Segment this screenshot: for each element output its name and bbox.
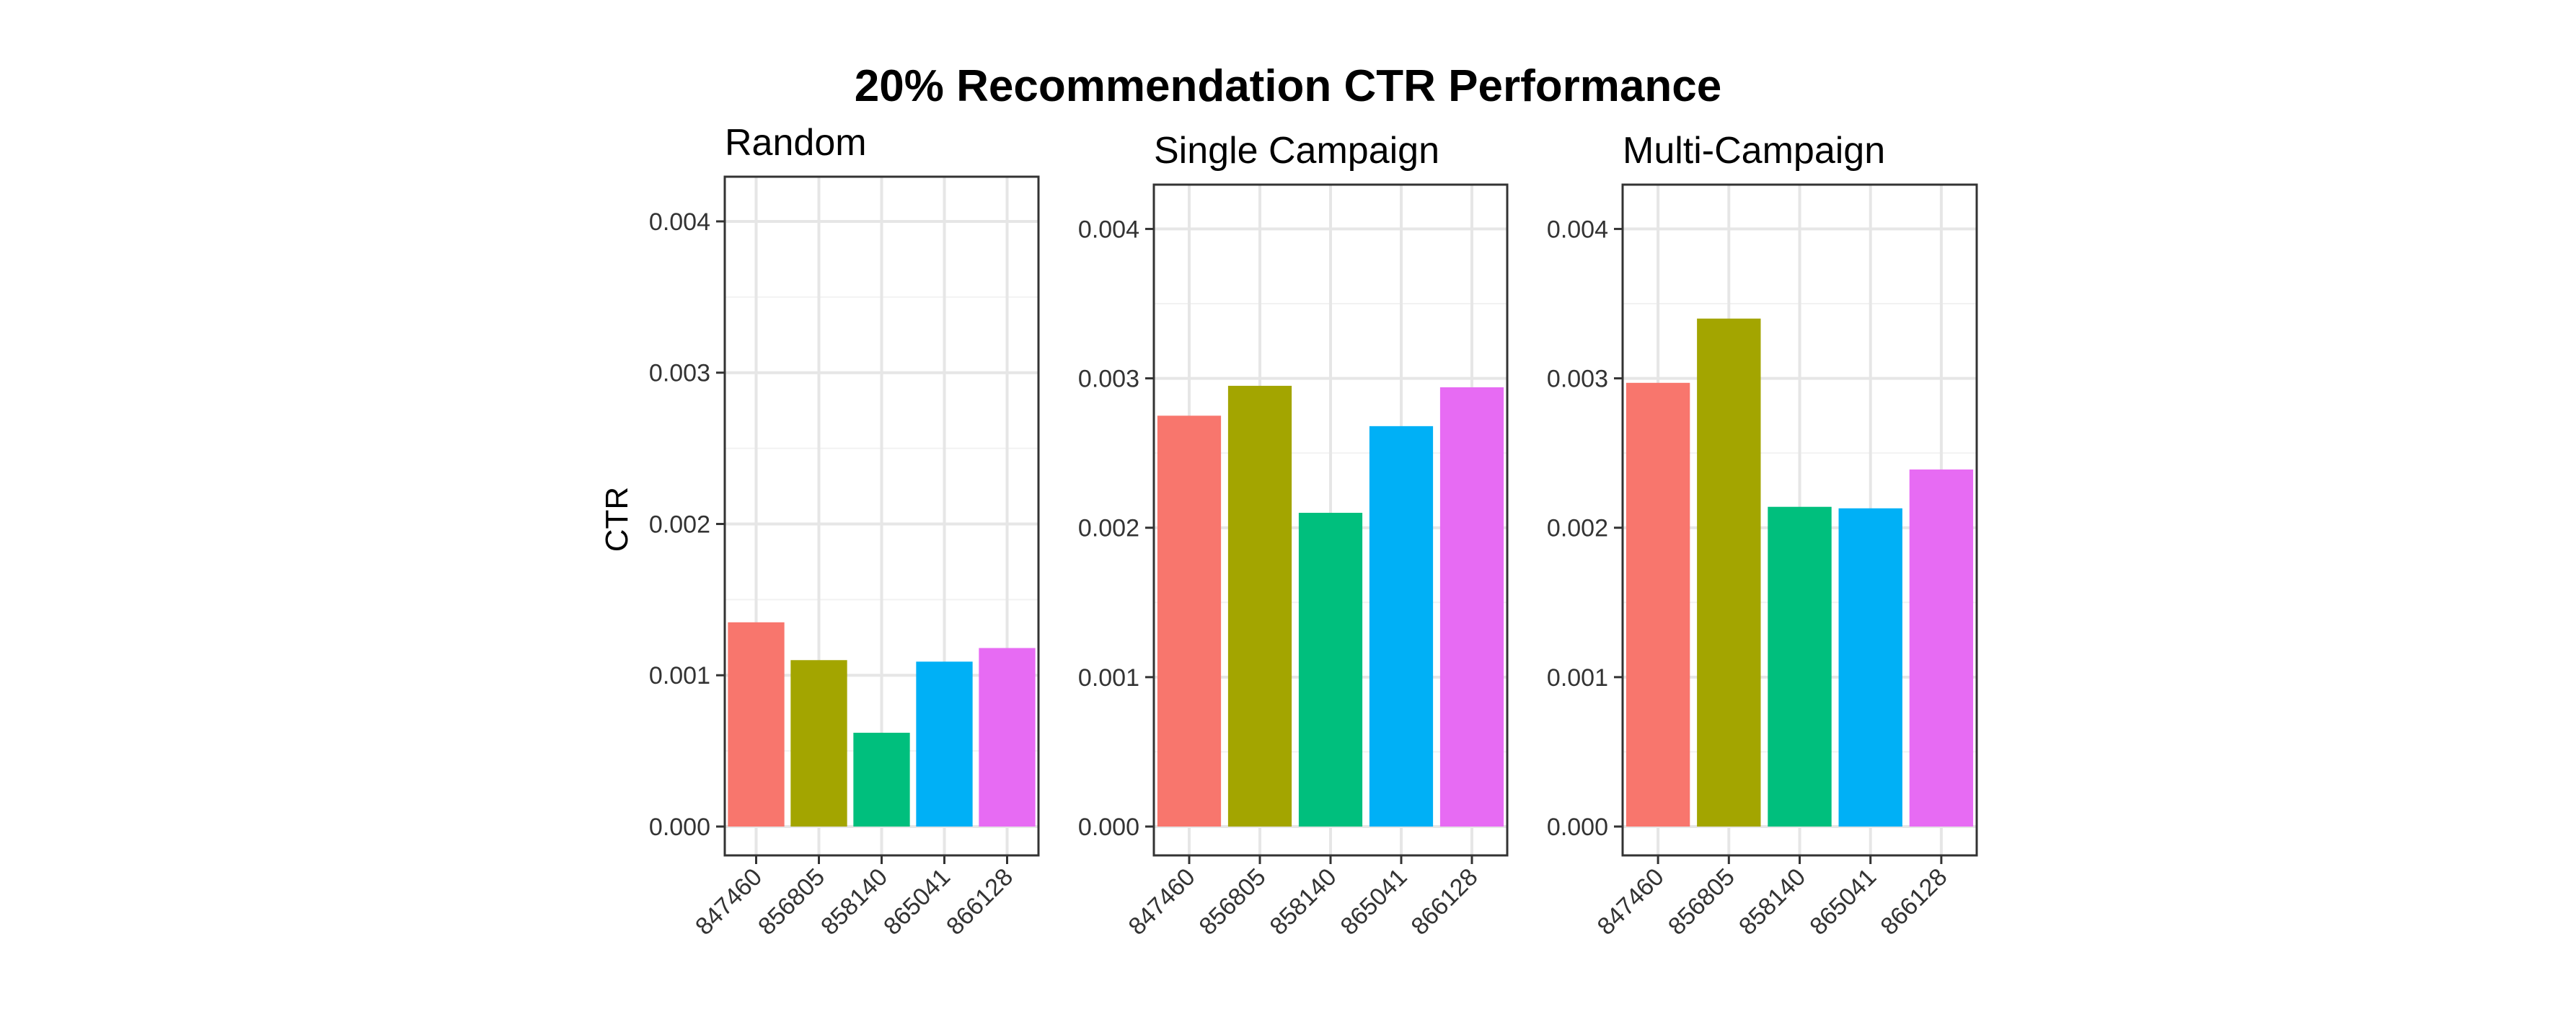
bar-866128 — [1439, 387, 1504, 827]
y-axis-title: CTR — [599, 487, 635, 552]
bar-858140 — [1298, 513, 1363, 827]
bar-847460 — [1157, 415, 1222, 827]
x-tick-label: 866128 — [1875, 863, 1952, 940]
x-tick-label: 847460 — [690, 863, 767, 940]
y-tick-label: 0.000 — [1547, 814, 1608, 841]
bar-858140 — [853, 732, 910, 827]
y-tick-label: 0.004 — [1547, 216, 1608, 243]
bar-865041 — [916, 661, 973, 827]
panel-2: Single Campaign 0.000 0.001 0.002 0.003 0.004… — [1078, 130, 1509, 940]
bar-856805 — [790, 660, 847, 827]
x-tick-label: 847460 — [1124, 863, 1201, 940]
bar-847460 — [728, 622, 785, 827]
panel-title: Single Campaign — [1154, 130, 1439, 172]
y-tick-label: 0.004 — [1078, 216, 1139, 243]
y-tick-label: 0.001 — [1078, 664, 1139, 692]
panel-title: Multi-Campaign — [1623, 130, 1885, 172]
y-tick-label: 0.002 — [1547, 515, 1608, 542]
x-tick-label: 856805 — [1194, 863, 1271, 940]
y-tick-label: 0.003 — [1547, 366, 1608, 393]
y-tick-label: 0.003 — [649, 360, 710, 387]
y-tick-label: 0.001 — [1547, 664, 1608, 692]
panel-1: Random 0.000 0.001 0.002 0.003 0.004 847460856… — [649, 122, 1040, 940]
x-tick-label: 865041 — [878, 863, 956, 940]
x-tick-label: 865041 — [1336, 863, 1413, 940]
y-tick-label: 0.004 — [649, 208, 710, 236]
y-tick-label: 0.000 — [649, 814, 710, 841]
bar-856805 — [1227, 385, 1292, 827]
x-tick-label: 858140 — [1734, 863, 1811, 940]
bar-858140 — [1768, 506, 1832, 827]
x-tick-label: 856805 — [753, 863, 830, 940]
bar-847460 — [1626, 382, 1690, 827]
panel-title: Random — [725, 122, 867, 164]
x-tick-label: 858140 — [1265, 863, 1342, 940]
bar-866128 — [1909, 469, 1974, 827]
bar-865041 — [1838, 508, 1902, 827]
x-tick-label: 847460 — [1592, 863, 1669, 940]
x-tick-label: 858140 — [816, 863, 893, 940]
bar-856805 — [1697, 318, 1761, 827]
chart-title: 20% Recommendation CTR Performance — [855, 61, 1721, 111]
y-tick-label: 0.002 — [649, 511, 710, 538]
x-tick-label: 856805 — [1663, 863, 1740, 940]
y-tick-label: 0.000 — [1078, 814, 1139, 841]
panels: Random0.0000.0010.0020.0030.004847460856… — [649, 122, 1978, 940]
x-tick-label: 865041 — [1804, 863, 1882, 940]
y-tick-label: 0.003 — [1078, 366, 1139, 393]
y-tick-label: 0.002 — [1078, 515, 1139, 542]
x-tick-label: 866128 — [941, 863, 1018, 940]
y-tick-label: 0.001 — [649, 662, 710, 690]
panel-3: Multi-Campaign 0.000 0.001 0.002 0.003 0.004 8… — [1547, 130, 1978, 940]
bar-865041 — [1369, 426, 1434, 827]
bar-866128 — [979, 648, 1036, 827]
x-tick-label: 866128 — [1406, 863, 1483, 940]
